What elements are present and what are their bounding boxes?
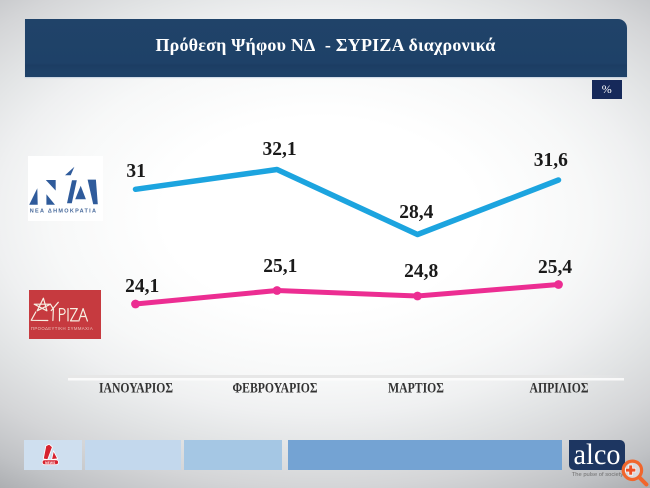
svg-text:NEWS: NEWS — [45, 461, 55, 465]
svg-text:ΠΡΟΟΔΕΥΤΙΚΗ ΣΥΜΜΑΧΙΑ: ΠΡΟΟΔΕΥΤΙΚΗ ΣΥΜΜΑΧΙΑ — [31, 326, 93, 331]
svg-text:ΝΕΑ ΔΗΜΟΚΡΑΤΙΑ: ΝΕΑ ΔΗΜΟΚΡΑΤΙΑ — [30, 209, 98, 215]
